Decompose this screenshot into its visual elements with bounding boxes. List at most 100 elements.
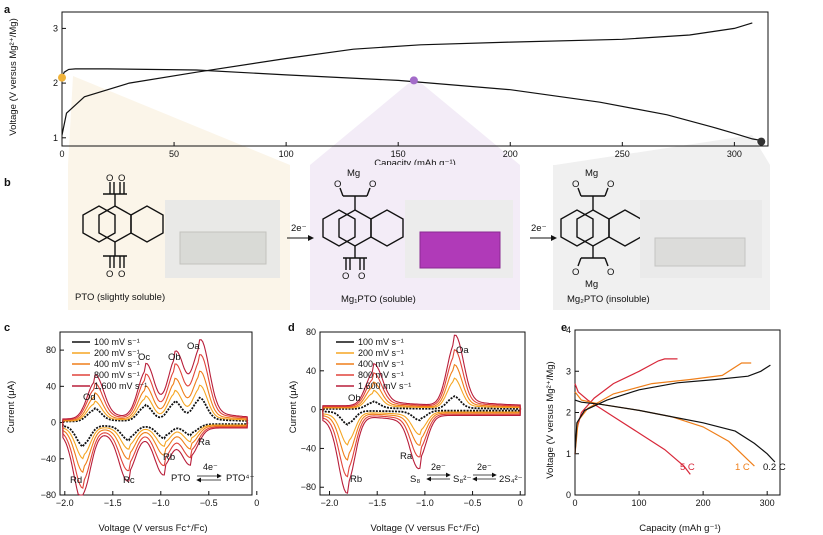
mg2-label: Mg₂PTO (insoluble) (567, 294, 650, 305)
panel-c-xtick-label: −1.5 (104, 498, 122, 508)
panel-c-ytick-label: 40 (46, 381, 56, 391)
pto-o3: O (106, 269, 113, 280)
peak-d-ob: Ob (348, 393, 361, 404)
mg2-o1: O (572, 179, 579, 190)
panel-c-xtick-label: −2.0 (56, 498, 74, 508)
mg2-vial-liquid (654, 237, 746, 267)
pto-o1: O (106, 173, 113, 184)
panel-e-ytick-label: 3 (566, 366, 571, 376)
panel-a-discharge-curve (61, 68, 762, 142)
panel-e-chart: 0 100 200 300 0 1 2 3 4 (566, 325, 781, 508)
legend-d-4: 800 mV s⁻¹ (358, 370, 404, 380)
panel-e-xtick-label: 100 (632, 498, 647, 508)
reaction-d-s4: 2S₄²⁻ (499, 474, 523, 485)
panel-a-xtick-label: 250 (615, 149, 630, 159)
panel-d-ytick-label: 40 (306, 366, 316, 376)
panel-d-xtick-label: −1.0 (416, 498, 434, 508)
legend-d-1: 100 mV s⁻¹ (358, 337, 404, 347)
panel-e-ytick-label: 4 (566, 325, 571, 335)
legend-c-4: 800 mV s⁻¹ (94, 370, 140, 380)
panel-b-label: b (4, 177, 11, 189)
mg1-o4: O (358, 271, 365, 282)
mg1-o3: O (342, 271, 349, 282)
panel-d-ytick-label: 80 (306, 327, 316, 337)
legend-c-5: 1,600 mV s⁻¹ (94, 381, 147, 391)
peak-c-oc: Oc (138, 352, 150, 363)
rate-label-5c: 5 C (680, 462, 695, 473)
reaction-c-left: PTO (171, 473, 190, 484)
panel-a-xtick-label: 150 (391, 149, 406, 159)
mg1-molecule (322, 187, 404, 270)
panel-a-xtick-label: 300 (727, 149, 742, 159)
panel-d-xtick-label: 0 (518, 498, 523, 508)
panel-a-state-marker (757, 137, 766, 146)
panel-c-ylabel: Current (μA) (6, 381, 17, 433)
panel-d-legend: 100 mV s⁻¹ 200 mV s⁻¹ 400 mV s⁻¹ 800 mV … (336, 337, 411, 391)
panel-a-chart: 0 50 100 150 200 250 300 1 2 3 (53, 11, 769, 159)
legend-c-1: 100 mV s⁻¹ (94, 337, 140, 347)
mg1-vial-liquid (419, 231, 501, 269)
panel-c-xtick-label: 0 (254, 498, 259, 508)
panel-e-ytick-label: 2 (566, 408, 571, 418)
panel-a-ytick-label: 1 (53, 133, 58, 143)
panel-c-frame (59, 331, 253, 496)
panel-e-label: e (561, 322, 567, 334)
legend-c-2: 200 mV s⁻¹ (94, 348, 140, 358)
panel-a-xlabel: Capacity (mAh g⁻¹) (374, 158, 456, 169)
fan-mg1 (310, 78, 520, 165)
arrow-2-label: 2e⁻ (531, 223, 547, 234)
panel-d-ytick-label: 0 (311, 405, 316, 415)
panel-c-xlabel: Voltage (V versus Fc⁺/Fc) (98, 523, 207, 534)
mg2-mg-bottom: Mg (585, 279, 598, 290)
pto-o4: O (118, 269, 125, 280)
peak-d-oa: Oa (456, 345, 469, 356)
mg2-o4: O (607, 267, 614, 278)
panel-a-state-marker (58, 73, 66, 82)
panel-c-cv-curve-3 (62, 370, 248, 474)
pto-molecule (82, 182, 164, 268)
panel-e-xtick-label: 300 (760, 498, 775, 508)
mg2-mg-top: Mg (585, 168, 598, 179)
panel-d-frame (319, 331, 526, 496)
panel-a-label: a (4, 4, 11, 16)
panel-a-state-marker (409, 76, 418, 85)
panel-d-ytick-label: −80 (301, 482, 316, 492)
reaction-c-e: 4e⁻ (203, 462, 218, 472)
legend-d-2: 200 mV s⁻¹ (358, 348, 404, 358)
peak-c-oa: Oa (187, 341, 200, 352)
panel-c-chart: −2.0 −1.5 −1.0 −0.5 0 −80 −40 0 40 80 (41, 331, 259, 508)
panel-d-ytick-label: −40 (301, 443, 316, 453)
panel-a-charge-curve (61, 22, 753, 136)
rate-label-02c: 0.2 C (763, 462, 786, 473)
mg2-o3: O (572, 267, 579, 278)
panel-a-xtick-label: 50 (169, 149, 179, 159)
panel-a-ylabel: Voltage (V versus Mg²⁺/Mg) (8, 18, 19, 135)
panel-d-xtick-label: −2.0 (321, 498, 339, 508)
panel-e-xtick-label: 200 (696, 498, 711, 508)
panel-c-xtick-label: −0.5 (200, 498, 218, 508)
pto-o2: O (118, 173, 125, 184)
reaction-d-e2: 2e⁻ (477, 462, 492, 472)
panel-e-0-2-c-charge (574, 364, 771, 454)
peak-c-rc: Rc (123, 475, 135, 486)
panel-d-chart: −2.0 −1.5 −1.0 −0.5 0 −80 −40 0 40 80 (301, 327, 526, 508)
panel-d-ylabel: Current (μA) (288, 381, 299, 433)
reaction-d-s8: S₈ (410, 474, 420, 485)
panel-a-ytick-label: 3 (53, 23, 58, 33)
panel-a-xtick-label: 200 (503, 149, 518, 159)
panel-c-ytick-label: 80 (46, 345, 56, 355)
fan-mg2 (555, 135, 770, 165)
panel-d-label: d (288, 322, 295, 334)
fan-pto (68, 76, 290, 165)
pto-vial-liquid (179, 231, 267, 265)
panel-c-cv-curve-1 (62, 396, 249, 448)
panel-d-cv-curve-5 (322, 334, 521, 494)
panel-c-ytick-label: 0 (51, 418, 56, 428)
panel-c-legend: 100 mV s⁻¹ 200 mV s⁻¹ 400 mV s⁻¹ 800 mV … (72, 337, 147, 391)
panel-c-ytick-label: −40 (41, 454, 56, 464)
mg1-mg: Mg (347, 168, 360, 179)
panel-c-label: c (4, 322, 10, 334)
peak-c-rb: Rb (163, 452, 175, 463)
legend-d-5: 1,600 mV s⁻¹ (358, 381, 411, 391)
panel-a-ytick-label: 2 (53, 78, 58, 88)
